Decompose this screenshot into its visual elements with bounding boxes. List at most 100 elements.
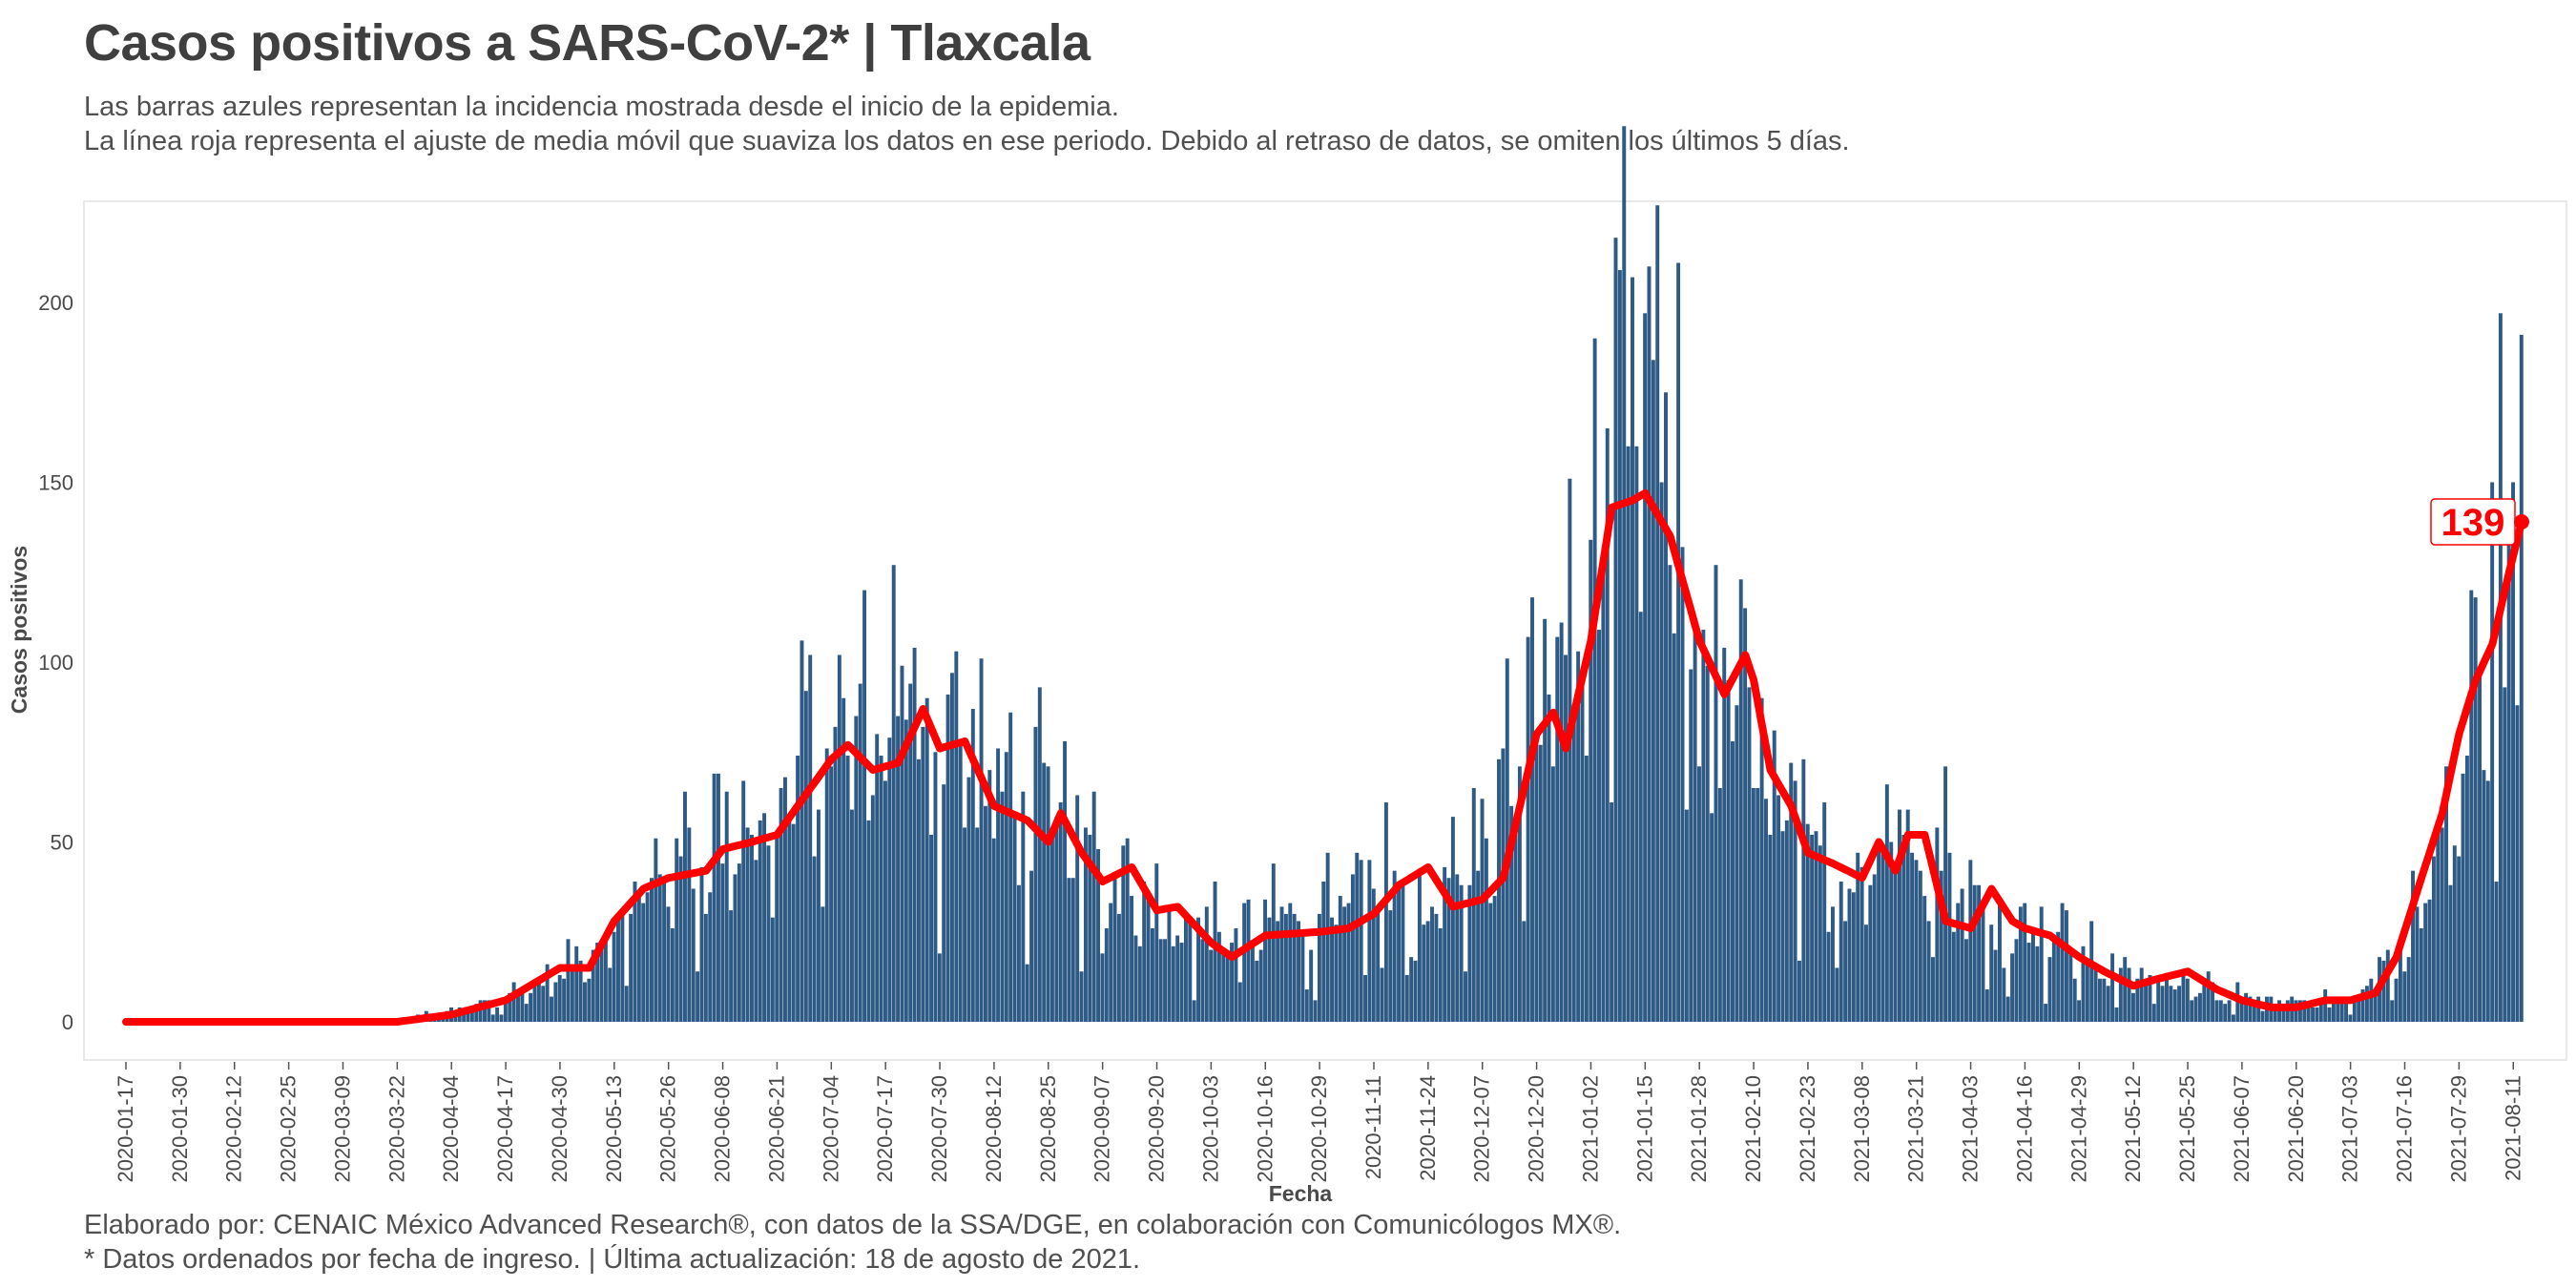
daily-bar [1497, 758, 1501, 1022]
daily-bar [1267, 917, 1272, 1022]
daily-bar [1843, 921, 1848, 1022]
daily-bar [816, 809, 821, 1022]
daily-bar [511, 982, 516, 1022]
daily-bar [2030, 931, 2035, 1022]
x-tick-label: 2020-07-30 [927, 1075, 951, 1183]
daily-bar [2077, 1000, 2082, 1022]
daily-bar [587, 978, 592, 1022]
daily-bar [1230, 943, 1235, 1022]
daily-bar [2461, 773, 2465, 1022]
daily-bar [1634, 446, 1639, 1022]
daily-bar [1200, 939, 1205, 1022]
daily-bar [1350, 874, 1355, 1022]
daily-bar [2014, 939, 2019, 1022]
daily-bar [933, 752, 938, 1022]
daily-bar [1668, 565, 1672, 1022]
y-tick-label: 100 [38, 651, 73, 675]
daily-bar [570, 971, 574, 1022]
x-tick-label: 2020-06-21 [764, 1075, 788, 1183]
daily-bar [1046, 766, 1050, 1022]
daily-bar [545, 964, 550, 1022]
end-value-text: 139 [2441, 502, 2505, 544]
daily-bar [483, 1000, 487, 1022]
daily-bar [1547, 694, 1551, 1022]
daily-bar [1288, 903, 1293, 1022]
daily-bar [2515, 705, 2520, 1022]
daily-bar [1438, 927, 1443, 1022]
daily-bar [2385, 949, 2390, 1022]
daily-bar [1818, 845, 1822, 1022]
footer-note: * Datos ordenados por fecha de ingreso. … [84, 1244, 1141, 1275]
daily-bar [1513, 817, 1518, 1022]
daily-bar [2452, 845, 2457, 1022]
x-tick-label: 2021-05-12 [2121, 1075, 2145, 1183]
daily-bar [2323, 989, 2328, 1022]
daily-bar [2444, 766, 2448, 1022]
y-axis-title: Casos positivos [7, 546, 31, 714]
daily-bar [1371, 888, 1376, 1022]
daily-bar [1651, 360, 1655, 1022]
daily-bar [883, 780, 887, 1022]
daily-bar [866, 820, 871, 1022]
daily-bar [1951, 931, 1956, 1022]
daily-bar [1922, 896, 1927, 1022]
daily-bar [733, 874, 737, 1022]
daily-bar [2252, 1000, 2256, 1022]
x-tick-label: 2020-04-30 [548, 1075, 571, 1183]
end-value-label: 139 [2430, 498, 2529, 546]
daily-bar [1643, 313, 1648, 1022]
daily-bar [1597, 630, 1601, 1022]
daily-bar [1467, 884, 1472, 1022]
daily-bar [591, 949, 595, 1022]
daily-bar [1935, 827, 1940, 1022]
daily-bar [2473, 597, 2478, 1022]
daily-bar [1859, 866, 1864, 1022]
daily-bar [696, 971, 700, 1022]
daily-bar [532, 982, 537, 1022]
daily-bar [2369, 978, 2374, 1022]
daily-bar [1864, 924, 1868, 1022]
daily-bar [2218, 1000, 2223, 1022]
daily-bar [1680, 547, 1685, 1022]
daily-bar [1163, 939, 1168, 1022]
daily-bar [620, 910, 625, 1022]
daily-bar [2402, 971, 2407, 1022]
daily-bar [1592, 338, 1597, 1022]
daily-bar [1747, 687, 1752, 1022]
daily-bar [754, 860, 758, 1022]
daily-bar [654, 838, 658, 1022]
daily-bar [862, 590, 867, 1022]
x-tick-label: 2021-07-16 [2393, 1075, 2417, 1183]
daily-bar [1617, 270, 1622, 1022]
daily-bar [1872, 874, 1877, 1022]
daily-bar [1555, 636, 1560, 1022]
x-axis: 2020-01-17 2020-01-30 2020-02-12 2020-02-25… [114, 1062, 2524, 1183]
daily-bar [1847, 888, 1852, 1022]
daily-bar [1392, 870, 1397, 1022]
x-tick-label: 2020-09-07 [1091, 1075, 1114, 1183]
daily-bar [958, 740, 963, 1022]
daily-bar [645, 892, 650, 1022]
x-tick-label: 2020-04-04 [439, 1075, 463, 1183]
daily-bar [529, 992, 533, 1022]
daily-bar [566, 939, 571, 1022]
x-tick-label: 2020-01-30 [168, 1075, 192, 1183]
x-tick-label: 2021-04-29 [2067, 1075, 2090, 1183]
daily-bar [750, 834, 754, 1022]
daily-bar [603, 935, 608, 1022]
daily-bar [1234, 927, 1238, 1022]
daily-bar [2164, 974, 2169, 1022]
x-tick-label: 2020-08-12 [982, 1075, 1006, 1183]
daily-bar [1589, 539, 1593, 1022]
daily-bar [1355, 852, 1360, 1022]
daily-bar [1780, 831, 1785, 1022]
daily-bar [508, 992, 512, 1022]
daily-bar [1835, 967, 1839, 1022]
x-tick-label: 2020-02-12 [222, 1075, 246, 1183]
daily-bar [1325, 852, 1330, 1022]
daily-bar [499, 1014, 504, 1022]
daily-bar [1601, 568, 1606, 1022]
daily-bar [2436, 827, 2441, 1022]
daily-bar [741, 780, 746, 1022]
daily-bar [1717, 787, 1722, 1022]
